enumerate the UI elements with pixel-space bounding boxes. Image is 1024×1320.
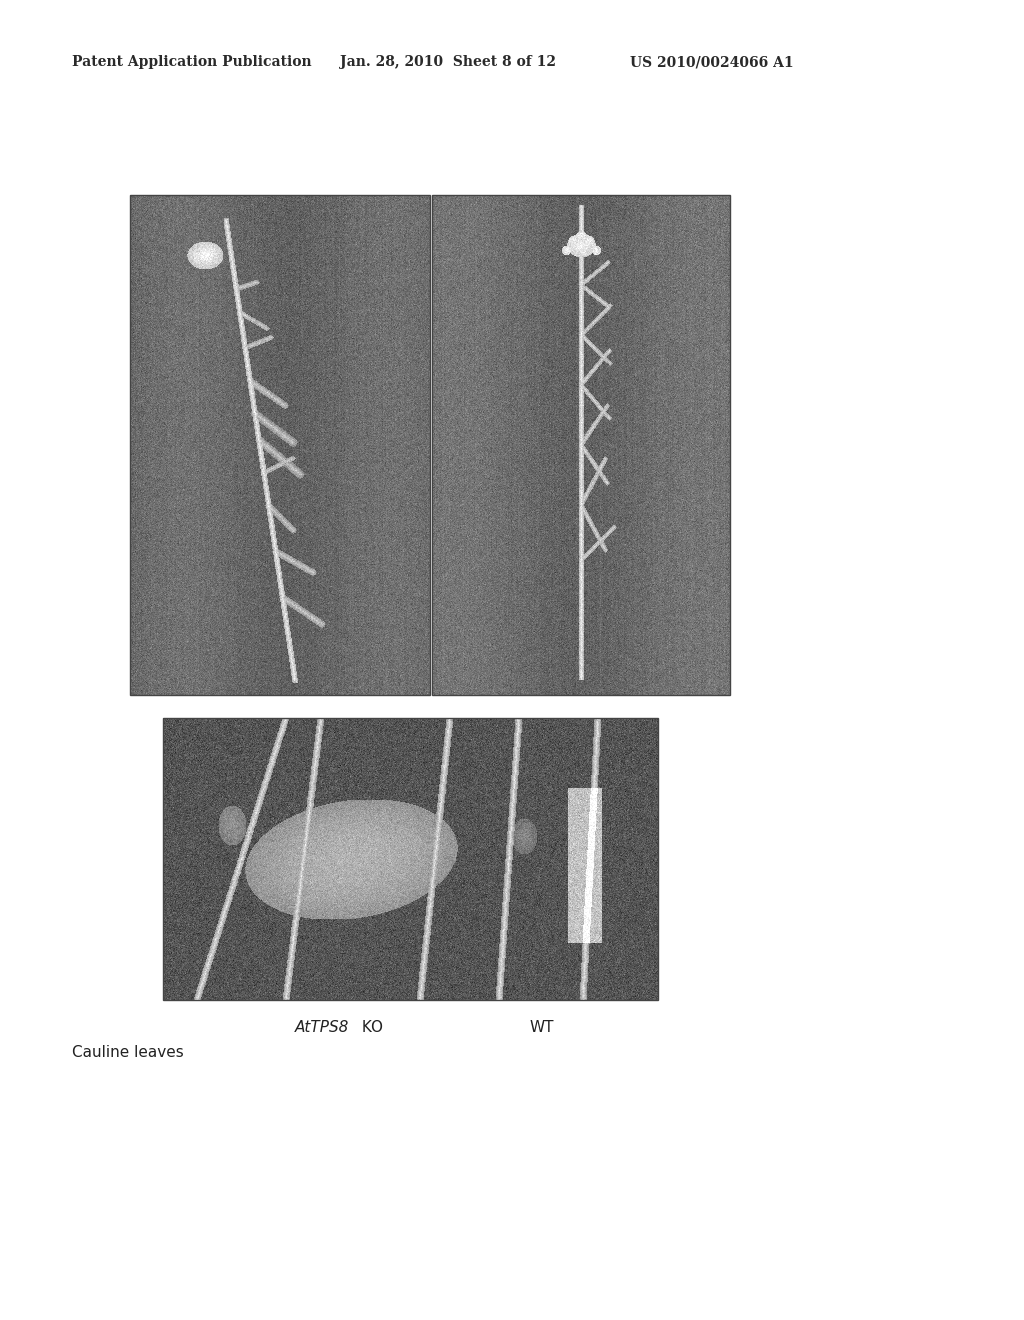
Text: KO: KO bbox=[357, 1020, 383, 1035]
Text: Patent Application Publication: Patent Application Publication bbox=[72, 55, 311, 69]
Text: Cauline leaves: Cauline leaves bbox=[72, 1045, 183, 1060]
Text: Jan. 28, 2010  Sheet 8 of 12: Jan. 28, 2010 Sheet 8 of 12 bbox=[340, 55, 556, 69]
Text: WT: WT bbox=[530, 1020, 555, 1035]
Bar bbox=[432, 195, 730, 696]
Text: US 2010/0024066 A1: US 2010/0024066 A1 bbox=[630, 55, 794, 69]
Bar bbox=[163, 718, 658, 1001]
Bar bbox=[130, 195, 430, 696]
Text: AtTPS8: AtTPS8 bbox=[295, 1020, 349, 1035]
